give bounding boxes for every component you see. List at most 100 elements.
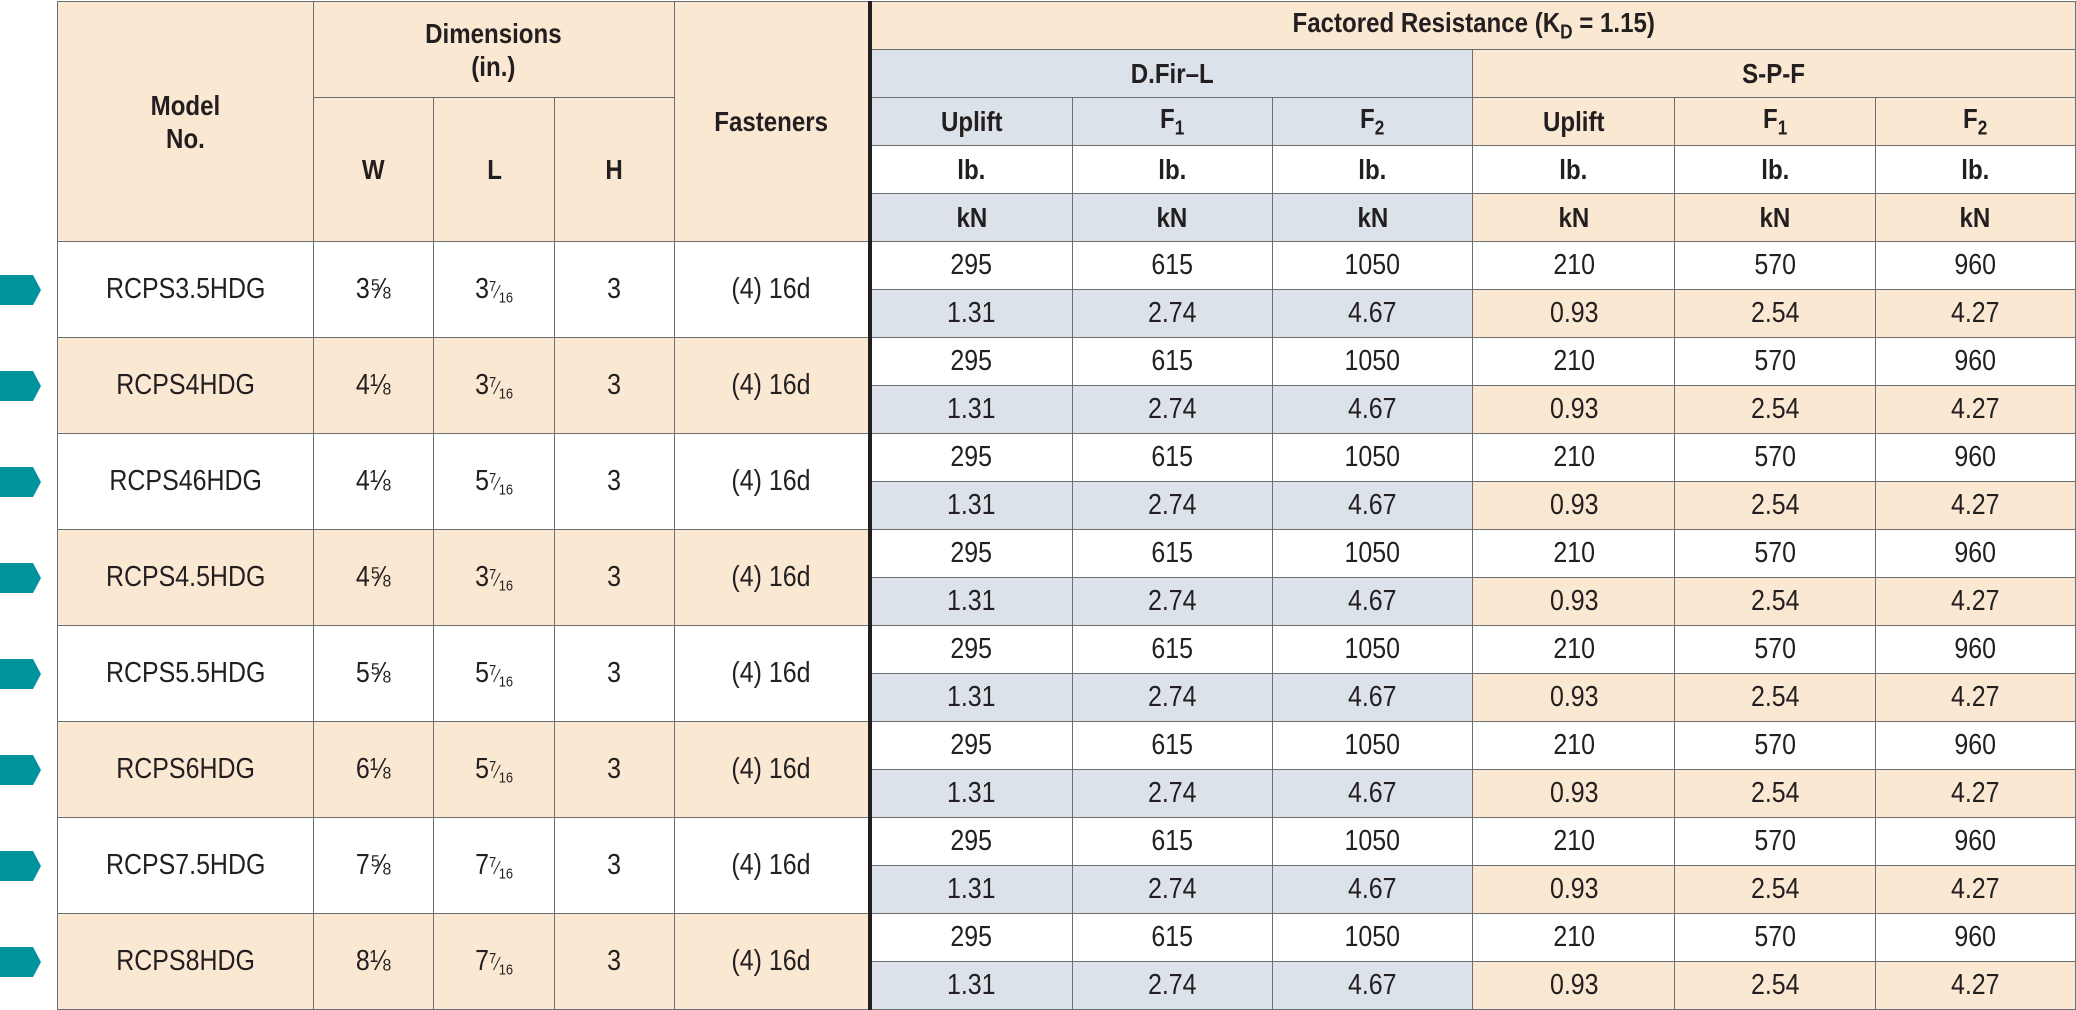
fraction-seven-sixteenths: 7⁄16 xyxy=(488,949,514,979)
lb-value-cell: 295 xyxy=(869,241,1073,290)
dim-l-cell: 57⁄16 xyxy=(433,433,555,530)
tab-marker-icon xyxy=(0,850,41,881)
lb-value-cell: 295 xyxy=(869,625,1073,674)
kn-value-cell: 2.74 xyxy=(1071,385,1273,434)
load-table: Model No. Dimensions (in.) Fasteners Fac… xyxy=(57,1,2076,1010)
tab-marker-icon xyxy=(0,658,41,689)
unit-kn-header: kN xyxy=(1874,193,2076,242)
dim-l-cell: 77⁄16 xyxy=(433,817,555,914)
fasteners-cell: (4) 16d xyxy=(673,625,872,722)
dfir-group-header: D.Fir–L xyxy=(869,49,1474,98)
lb-value-cell: 960 xyxy=(1874,241,2076,290)
load-table-wrapper: Model No. Dimensions (in.) Fasteners Fac… xyxy=(57,1,2076,1010)
model-cell: RCPS8HDG xyxy=(57,913,314,1010)
lb-value-cell: 210 xyxy=(1472,433,1676,482)
kn-value-cell: 0.93 xyxy=(1472,673,1676,722)
kn-value-cell: 2.74 xyxy=(1071,577,1273,626)
load-col-header: F1 xyxy=(1674,97,1876,146)
lb-value-cell: 1050 xyxy=(1271,625,1474,674)
lb-value-cell: 570 xyxy=(1674,529,1876,578)
kn-value-cell: 4.67 xyxy=(1271,481,1474,530)
kn-value-cell: 2.54 xyxy=(1674,769,1876,818)
dim-w-cell: 6⅛ xyxy=(312,721,435,818)
factored-resistance-header: Factored Resistance (KD = 1.15) xyxy=(869,1,2076,50)
lb-value-cell: 1050 xyxy=(1271,241,1474,290)
kn-value-cell: 2.54 xyxy=(1674,673,1876,722)
fraction-seven-sixteenths: 7⁄16 xyxy=(488,277,514,307)
table-row: RCPS6HDG 6⅛ 57⁄16 3 (4) 16d 295 615 1050 210 570 9… xyxy=(57,721,2076,818)
fasteners-cell: (4) 16d xyxy=(673,817,872,914)
dim-l-header: L xyxy=(433,97,555,242)
lb-value-cell: 570 xyxy=(1674,913,1876,962)
kn-value-cell: 0.93 xyxy=(1472,289,1676,338)
unit-lb-header: lb. xyxy=(1674,145,1876,194)
kn-value-cell: 1.31 xyxy=(869,961,1073,1010)
lb-value-cell: 960 xyxy=(1874,433,2076,482)
lb-value-cell: 570 xyxy=(1674,721,1876,770)
kn-value-cell: 4.67 xyxy=(1271,385,1474,434)
dim-h-cell: 3 xyxy=(553,241,675,338)
spf-group-header: S-P-F xyxy=(1472,49,2076,98)
lb-value-cell: 295 xyxy=(869,721,1073,770)
lb-value-cell: 295 xyxy=(869,529,1073,578)
lb-value-cell: 1050 xyxy=(1271,817,1474,866)
kn-value-cell: 1.31 xyxy=(869,769,1073,818)
dim-h-cell: 3 xyxy=(553,913,675,1010)
table-row: 1.31 2.74 4.67 0.93 2.54 4.27 xyxy=(58,673,2076,722)
unit-kn-header: kN xyxy=(1674,193,1876,242)
lb-value-cell: 210 xyxy=(1472,625,1676,674)
kn-value-cell: 4.27 xyxy=(1874,289,2076,338)
tab-marker-icon xyxy=(0,946,41,977)
table-row: RCPS5.5HDG 5⅝ 57⁄16 3 (4) 16d 295 615 1050 210 57… xyxy=(57,625,2076,722)
model-cell: RCPS5.5HDG xyxy=(57,625,314,722)
kn-value-cell: 4.27 xyxy=(1874,577,2076,626)
fasteners-cell: (4) 16d xyxy=(673,721,872,818)
table-row: RCPS3.5HDG 3⅝ 37⁄16 3 (4) 16d 295 615 1050 210 57… xyxy=(57,241,2076,338)
lb-value-cell: 1050 xyxy=(1271,913,1474,962)
fraction-seven-sixteenths: 7⁄16 xyxy=(488,757,514,787)
dim-h-cell: 3 xyxy=(553,433,675,530)
table-row: RCPS4HDG 4⅛ 37⁄16 3 (4) 16d 295 615 1050 210 570 9… xyxy=(57,337,2076,434)
kn-value-cell: 0.93 xyxy=(1472,769,1676,818)
table-row: RCPS4.5HDG 4⅝ 37⁄16 3 (4) 16d 295 615 1050 210 57… xyxy=(57,529,2076,626)
lb-value-cell: 960 xyxy=(1874,625,2076,674)
fasteners-cell: (4) 16d xyxy=(673,913,872,1010)
model-cell: RCPS3.5HDG xyxy=(57,241,314,338)
dim-w-cell: 4⅛ xyxy=(312,433,435,530)
kn-value-cell: 1.31 xyxy=(869,577,1073,626)
fasteners-cell: (4) 16d xyxy=(673,433,872,530)
fraction-seven-sixteenths: 7⁄16 xyxy=(488,853,514,883)
fasteners-cell: (4) 16d xyxy=(673,241,872,338)
unit-lb-header: lb. xyxy=(869,145,1073,194)
dim-l-cell: 57⁄16 xyxy=(433,625,555,722)
lb-value-cell: 210 xyxy=(1472,241,1676,290)
table-row: RCPS46HDG 4⅛ 57⁄16 3 (4) 16d 295 615 1050 210 570… xyxy=(57,433,2076,530)
table-row: 1.31 2.74 4.67 0.93 2.54 4.27 xyxy=(58,577,2076,626)
lb-value-cell: 1050 xyxy=(1271,529,1474,578)
lb-value-cell: 615 xyxy=(1071,721,1273,770)
lb-value-cell: 615 xyxy=(1071,241,1273,290)
kn-value-cell: 2.54 xyxy=(1674,961,1876,1010)
lb-value-cell: 295 xyxy=(869,433,1073,482)
kn-value-cell: 4.67 xyxy=(1271,769,1474,818)
dim-w-cell: 4⅛ xyxy=(312,337,435,434)
model-cell: RCPS4.5HDG xyxy=(57,529,314,626)
dim-w-cell: 3⅝ xyxy=(312,241,435,338)
dim-h-cell: 3 xyxy=(553,529,675,626)
kn-value-cell: 4.27 xyxy=(1874,961,2076,1010)
kn-value-cell: 4.67 xyxy=(1271,577,1474,626)
dim-w-cell: 8⅛ xyxy=(312,913,435,1010)
fasteners-cell: (4) 16d xyxy=(673,337,872,434)
lb-value-cell: 615 xyxy=(1071,817,1273,866)
lb-value-cell: 295 xyxy=(869,817,1073,866)
model-cell: RCPS7.5HDG xyxy=(57,817,314,914)
dim-h-cell: 3 xyxy=(553,625,675,722)
dim-l-cell: 37⁄16 xyxy=(433,529,555,626)
kn-value-cell: 2.74 xyxy=(1071,289,1273,338)
tab-marker-icon xyxy=(0,370,41,401)
dim-h-header: H xyxy=(553,97,675,242)
fraction-seven-sixteenths: 7⁄16 xyxy=(488,661,514,691)
lb-value-cell: 960 xyxy=(1874,529,2076,578)
dim-h-cell: 3 xyxy=(553,721,675,818)
kn-value-cell: 1.31 xyxy=(869,289,1073,338)
